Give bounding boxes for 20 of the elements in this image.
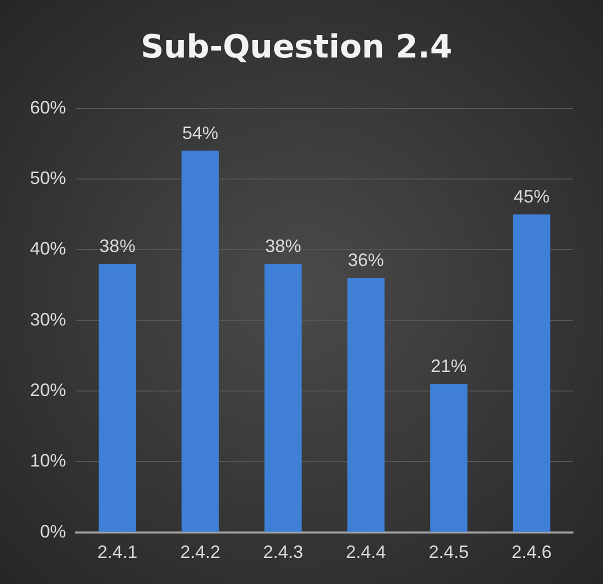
data-label: 21% bbox=[430, 356, 467, 376]
x-tick-label: 2.4.2 bbox=[180, 542, 220, 562]
y-tick-label: 40% bbox=[30, 238, 66, 259]
x-tick-label: 2.4.6 bbox=[512, 542, 552, 562]
y-tick-label: 10% bbox=[30, 450, 66, 471]
y-tick-label: 0% bbox=[40, 521, 66, 542]
data-label: 38% bbox=[99, 236, 136, 256]
y-tick-label: 50% bbox=[30, 168, 66, 188]
x-tick-label: 2.4.4 bbox=[346, 542, 386, 562]
data-label: 54% bbox=[182, 122, 218, 143]
y-tick-label: 20% bbox=[30, 380, 66, 400]
chart-title: Sub-Question 2.4 bbox=[140, 28, 452, 66]
x-tick-label: 2.4.5 bbox=[428, 542, 469, 562]
y-tick-label: 60% bbox=[30, 97, 66, 118]
x-tick-label: 2.4.1 bbox=[97, 542, 138, 562]
data-label: 38% bbox=[265, 236, 302, 256]
data-label: 36% bbox=[348, 250, 384, 270]
data-label: 45% bbox=[514, 186, 550, 206]
y-tick-label: 30% bbox=[30, 309, 66, 330]
x-tick-label: 2.4.3 bbox=[263, 542, 304, 562]
